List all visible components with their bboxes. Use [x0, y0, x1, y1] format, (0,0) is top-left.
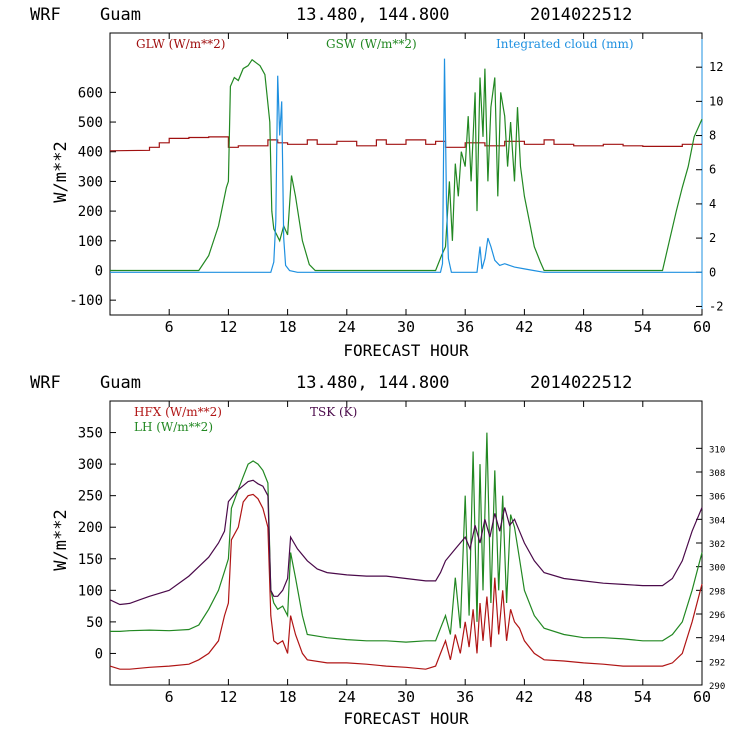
- top-y2-tick-label: 4: [709, 197, 716, 211]
- legend-hfx: HFX (W/m**2): [134, 405, 222, 419]
- top-y-tick-label: 200: [78, 204, 103, 220]
- bottom-x-tick-label: 6: [165, 688, 174, 706]
- top-y2-tick-label: 12: [709, 60, 723, 74]
- bottom-y2-tick-label: 294: [709, 635, 725, 645]
- bottom-x-ticks: 6 12 18 24 30 36 42 48 54 60: [165, 401, 711, 706]
- top-location-label: Guam: [100, 5, 141, 25]
- top-y-axis-label: W/m**2: [51, 141, 71, 202]
- top-y-tick-label: 300: [78, 174, 103, 190]
- top-x-tick-label: 24: [338, 318, 356, 336]
- top-x-tick-label: 60: [693, 318, 711, 336]
- bottom-location-label: Guam: [100, 373, 141, 393]
- bottom-y-tick-label: 0: [95, 646, 103, 662]
- top-x-tick-label: 48: [575, 318, 593, 336]
- legend-integrated-cloud: Integrated cloud (mm): [496, 37, 634, 51]
- top-panel: WRF Guam 13.480, 144.800 2014022512 6 12 1…: [30, 5, 723, 360]
- bottom-init-label: 2014022512: [530, 373, 632, 393]
- bottom-y2-tick-label: 306: [709, 493, 725, 503]
- top-y-tick-label: 400: [78, 145, 103, 161]
- bottom-series-hfx-line: [109, 493, 703, 670]
- bottom-series-group: [109, 432, 703, 670]
- top-model-label: WRF: [30, 5, 61, 25]
- bottom-y-tick-label: 150: [78, 552, 103, 568]
- legend-gsw: GSW (W/m**2): [326, 37, 417, 51]
- bottom-y2-tick-label: 300: [709, 564, 725, 574]
- bottom-y2-tick-label: 304: [709, 516, 725, 526]
- legend-glw: GLW (W/m**2): [136, 37, 225, 51]
- bottom-y2-tick-label: 308: [709, 469, 725, 479]
- top-coords-label: 13.480, 144.800: [296, 5, 450, 25]
- bottom-y-ticks: 0 50 100 150 200 250 300 350: [78, 426, 116, 662]
- bottom-x-tick-label: 18: [279, 688, 297, 706]
- bottom-y-tick-label: 50: [86, 615, 103, 631]
- bottom-series-lh-line: [110, 432, 703, 643]
- top-x-tick-label: 12: [219, 318, 237, 336]
- top-y-ticks: -100 0 100 200 300 400 500 600: [69, 85, 116, 309]
- bottom-y2-tick-label: 290: [709, 682, 725, 692]
- top-x-tick-label: 42: [515, 318, 533, 336]
- bottom-panel: WRF Guam 13.480, 144.800 2014022512 6 12 1…: [30, 373, 725, 728]
- bottom-x-tick-label: 60: [693, 688, 711, 706]
- top-init-label: 2014022512: [530, 5, 632, 25]
- legend-lh: LH (W/m**2): [134, 420, 213, 434]
- top-y2-tick-label: 8: [709, 129, 716, 143]
- top-y-tick-label: 600: [78, 85, 103, 101]
- top-y2-tick-label: 2: [709, 231, 716, 245]
- bottom-y2-tick-label: 310: [709, 445, 725, 455]
- bottom-y-tick-label: 100: [78, 583, 103, 599]
- bottom-x-tick-label: 54: [634, 688, 652, 706]
- top-x-tick-label: 36: [456, 318, 474, 336]
- bottom-x-tick-label: 42: [515, 688, 533, 706]
- bottom-y-tick-label: 300: [78, 457, 103, 473]
- bottom-model-label: WRF: [30, 373, 61, 393]
- bottom-x-tick-label: 30: [397, 688, 415, 706]
- bottom-x-tick-label: 24: [338, 688, 356, 706]
- bottom-y2-tick-label: 292: [709, 658, 725, 668]
- top-y-tick-label: -100: [69, 293, 103, 309]
- top-series-group: [109, 58, 703, 273]
- top-y2-tick-label: 0: [709, 265, 716, 279]
- bottom-series-tsk-line: [109, 479, 703, 606]
- top-series-integrated-line: [110, 58, 702, 273]
- bottom-y-tick-label: 200: [78, 520, 103, 536]
- bottom-y2-tick-label: 302: [709, 540, 725, 550]
- bottom-y2-tick-label: 296: [709, 611, 725, 621]
- top-series-glw-line: [109, 136, 702, 152]
- top-x-tick-label: 30: [397, 318, 415, 336]
- top-x-axis-label: FORECAST HOUR: [343, 341, 469, 360]
- bottom-y-axis-label: W/m**2: [51, 509, 71, 570]
- bottom-x-tick-label: 12: [219, 688, 237, 706]
- top-y2-tick-label: -2: [709, 299, 723, 313]
- top-x-tick-label: 54: [634, 318, 652, 336]
- top-y2-tick-label: 10: [709, 94, 723, 108]
- bottom-y-tick-label: 350: [78, 426, 103, 442]
- bottom-coords-label: 13.480, 144.800: [296, 373, 450, 393]
- bottom-y-tick-label: 250: [78, 489, 103, 505]
- top-y-tick-label: 500: [78, 115, 103, 131]
- top-y-tick-label: 0: [95, 263, 103, 279]
- bottom-y2-tick-label: 298: [709, 587, 725, 597]
- bottom-y2-ticks: 290 292 294 296 298 300 302 304 306 308 310: [696, 445, 725, 692]
- top-series-gsw-line: [110, 58, 703, 272]
- top-x-tick-label: 6: [165, 318, 174, 336]
- top-x-tick-label: 18: [279, 318, 297, 336]
- bottom-x-axis-label: FORECAST HOUR: [343, 709, 469, 728]
- top-y2-ticks: -2 0 2 4 6 8 10 12: [696, 60, 723, 313]
- top-x-ticks: 6 12 18 24 30 36 42 48 54 60: [165, 33, 711, 336]
- legend-tsk: TSK (K): [310, 405, 357, 419]
- bottom-x-tick-label: 48: [575, 688, 593, 706]
- bottom-x-tick-label: 36: [456, 688, 474, 706]
- top-y2-tick-label: 6: [709, 163, 716, 177]
- top-y-tick-label: 100: [78, 234, 103, 250]
